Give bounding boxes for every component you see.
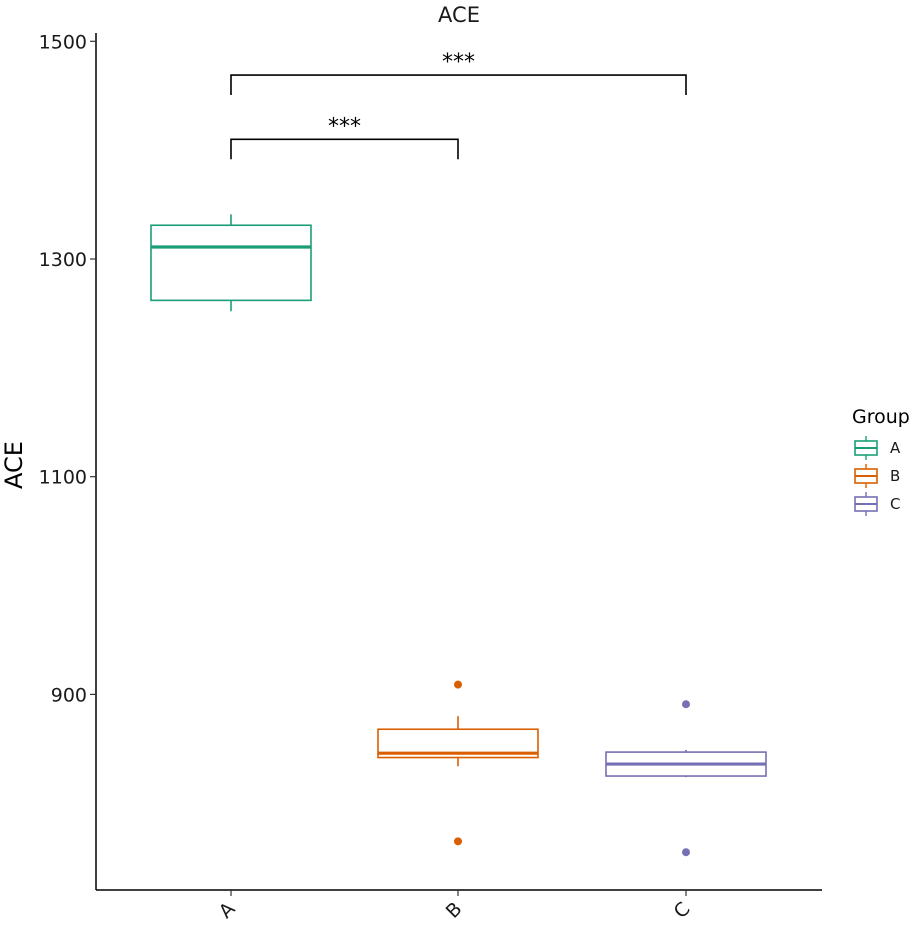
- x-tick-label: A: [215, 898, 240, 923]
- outlier-point: [682, 848, 690, 857]
- legend-item-a: A: [854, 436, 901, 460]
- plot-area: 900 1100 1300 1500 A B C ACE *** ***: [0, 31, 822, 923]
- y-tick-label: 1300: [39, 249, 87, 271]
- box-a: [150, 214, 312, 312]
- box-c: [605, 700, 767, 857]
- chart-title: ACE: [438, 3, 480, 27]
- x-tick-label: C: [670, 898, 695, 923]
- significance-label: ***: [442, 50, 475, 75]
- y-tick-label: 900: [51, 684, 87, 706]
- legend-label: C: [890, 495, 900, 513]
- bracket-line: [230, 138, 459, 160]
- legend-item-b: B: [854, 464, 900, 488]
- y-tick-label: 1500: [39, 31, 87, 53]
- significance-label: ***: [328, 114, 361, 139]
- significance-bracket: ***: [230, 50, 687, 96]
- y-tick-label: 1100: [39, 467, 87, 489]
- legend: Group ABC: [852, 406, 910, 516]
- legend-title: Group: [852, 406, 910, 428]
- outlier-point: [454, 837, 462, 846]
- outlier-point: [454, 680, 462, 689]
- x-tick-label: B: [442, 898, 467, 923]
- legend-label: B: [890, 467, 900, 485]
- outlier-point: [682, 700, 690, 709]
- significance-bracket: ***: [230, 114, 459, 160]
- legend-item-c: C: [854, 492, 900, 516]
- box-b: [377, 680, 539, 846]
- legend-label: A: [890, 439, 901, 457]
- box-iqr: [150, 224, 312, 302]
- y-axis-title: ACE: [0, 441, 28, 489]
- bracket-line: [230, 74, 687, 96]
